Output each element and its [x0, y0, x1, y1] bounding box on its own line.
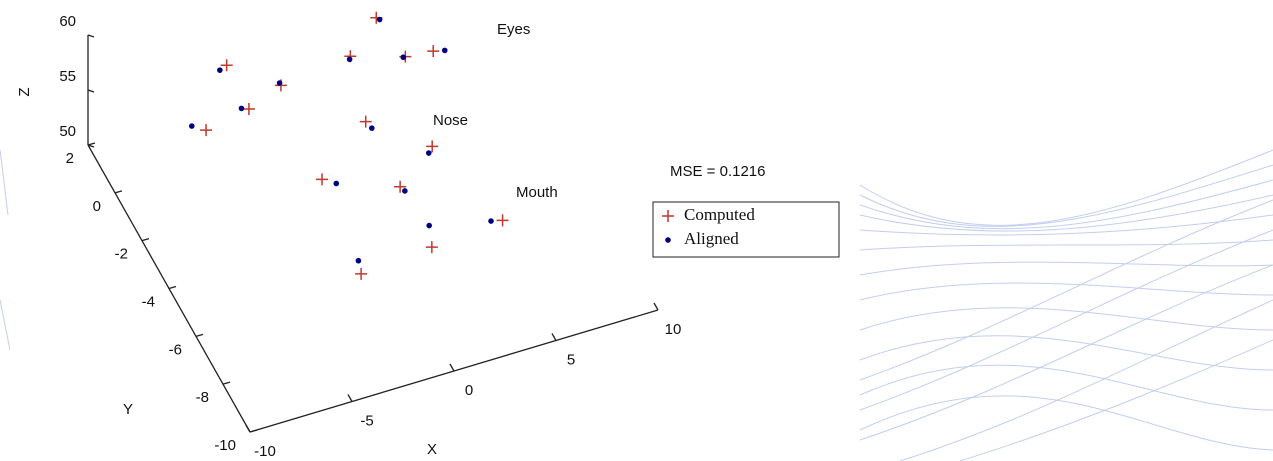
data-point [377, 17, 383, 23]
data-point [426, 223, 432, 229]
data-point [360, 116, 372, 128]
x-tick [348, 395, 352, 402]
y-tick-label: -6 [169, 341, 182, 358]
z-tick [88, 90, 94, 92]
data-point [442, 48, 448, 54]
annotation: Mouth [516, 184, 558, 201]
data-point [347, 56, 353, 62]
y-tick [142, 239, 149, 241]
data-point [239, 106, 245, 112]
x-tick [552, 334, 556, 341]
y-tick [196, 334, 203, 336]
y-tick-label: -8 [196, 389, 209, 406]
data-point [356, 258, 362, 264]
x-axis-label: X [427, 441, 437, 458]
data-point [369, 125, 375, 131]
y-tick-label: -4 [142, 293, 155, 310]
annotation: Nose [433, 112, 468, 129]
chart: X Y Z Eyes Nose Mouth MSE = 0.1216 -10 -5… [0, 0, 1273, 461]
data-point [243, 103, 255, 115]
y-tick [223, 382, 230, 384]
annotation: Eyes [497, 21, 530, 38]
data-point [488, 218, 494, 224]
data-point [277, 80, 283, 86]
y-tick-label: 2 [66, 150, 74, 167]
z-axis-label: Z [16, 87, 33, 96]
x-tick [246, 425, 250, 432]
annotation: MSE = 0.1216 [670, 163, 765, 180]
data-point [401, 54, 407, 60]
x-tick [654, 303, 658, 310]
legend-label: Computed [684, 205, 755, 224]
data-point [333, 181, 339, 187]
data-point [427, 45, 439, 57]
y-tick-label: -10 [214, 437, 236, 454]
data-point [426, 150, 432, 156]
x-tick-label: 10 [665, 321, 682, 338]
z-tick-label: 55 [59, 68, 76, 85]
data-point [355, 268, 367, 280]
y-tick-label: 0 [93, 198, 101, 215]
x-tick-label: -5 [360, 412, 373, 429]
z-tick-label: 50 [59, 123, 76, 140]
data-point [316, 173, 328, 185]
legend-label: Aligned [684, 229, 739, 248]
data-point [217, 67, 223, 73]
x-tick-label: -10 [254, 443, 276, 460]
x-tick-label: 5 [567, 351, 575, 368]
x-tick [450, 364, 454, 371]
z-tick [88, 35, 94, 37]
legend-marker [665, 237, 671, 243]
data-point [497, 214, 509, 226]
x-tick-label: 0 [465, 382, 473, 399]
y-tick [169, 287, 176, 289]
background-decoration [0, 150, 1273, 461]
data-point [426, 241, 438, 253]
y-tick [115, 191, 122, 193]
z-tick-label: 60 [59, 13, 76, 30]
y-axis-label: Y [123, 401, 133, 418]
data-point [200, 124, 212, 136]
data-point [189, 123, 195, 129]
data-point [402, 188, 408, 194]
y-tick-label: -2 [115, 246, 128, 263]
